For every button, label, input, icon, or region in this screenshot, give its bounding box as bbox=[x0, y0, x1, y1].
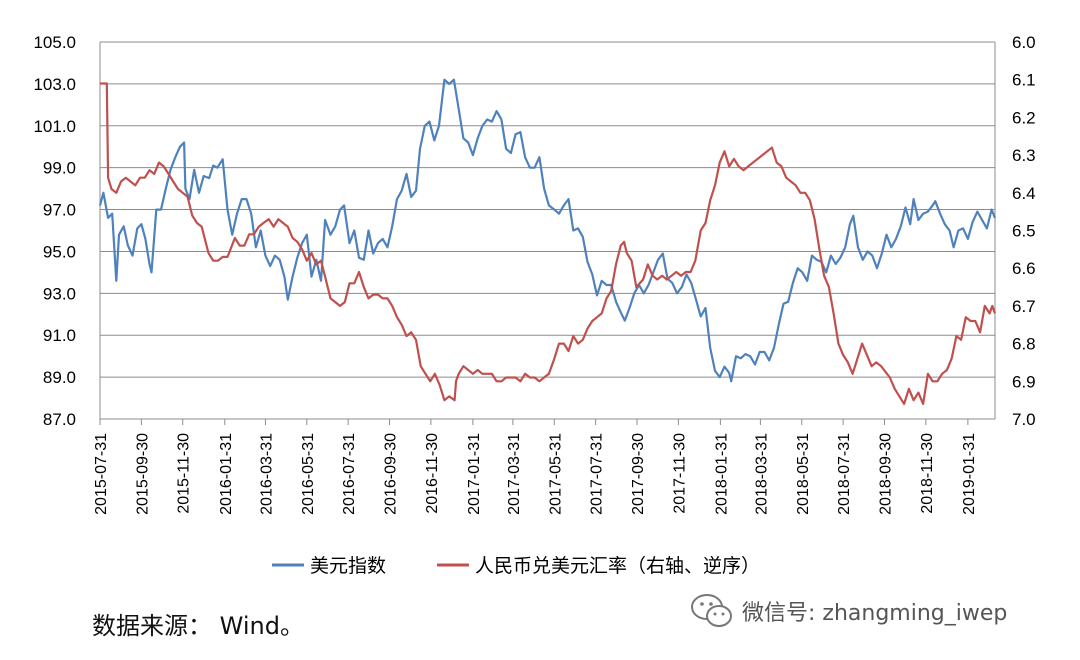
x-tick-label: 2018-09-30 bbox=[877, 433, 894, 515]
series-line-dollar-index bbox=[98, 78, 997, 383]
y-right-tick-label: 6.7 bbox=[1012, 297, 1036, 316]
x-tick-label: 2018-11-30 bbox=[919, 433, 936, 514]
y-left-tick-label: 97.0 bbox=[43, 201, 76, 220]
y-left-tick-label: 95.0 bbox=[43, 242, 76, 261]
x-tick-label: 2018-03-31 bbox=[753, 433, 770, 515]
y-right-tick-label: 6.2 bbox=[1012, 108, 1036, 127]
series-line-rmb-usd bbox=[100, 82, 997, 405]
x-tick-label: 2018-01-31 bbox=[713, 433, 730, 515]
y-left-tick-label: 101.0 bbox=[33, 117, 76, 136]
y-right-tick-label: 6.3 bbox=[1012, 146, 1036, 165]
source-note: 数据来源： Wind。 bbox=[92, 612, 304, 640]
chart-area: 87.0 89.0 91.0 93.0 95.0 97.0 99.0 101.0 103.0 10… bbox=[33, 33, 1036, 577]
legend-label: 人民币兑美元汇率（右轴、逆序） bbox=[475, 555, 760, 577]
x-tick-label: 2018-07-31 bbox=[836, 433, 853, 515]
x-axis: 2015-07-31 2015-09-30 2015-11-30 2016-01-31… bbox=[93, 419, 978, 515]
x-tick-label: 2017-05-31 bbox=[547, 433, 564, 515]
wechat-icon bbox=[691, 594, 732, 627]
x-tick-label: 2016-09-30 bbox=[383, 433, 400, 515]
x-tick-label: 2016-05-31 bbox=[300, 433, 317, 515]
x-tick-label: 2016-07-31 bbox=[341, 433, 358, 515]
x-tick-label: 2016-11-30 bbox=[424, 433, 441, 514]
watermark: 微信号: zhangming_iwep bbox=[690, 592, 1007, 630]
y-left-tick-label: 93.0 bbox=[43, 284, 76, 303]
y-right-tick-label: 6.9 bbox=[1012, 372, 1036, 391]
y-right-tick-label: 6.4 bbox=[1012, 184, 1036, 203]
x-tick-label: 2017-03-31 bbox=[506, 433, 523, 515]
x-tick-label: 2017-07-31 bbox=[589, 433, 606, 515]
y-right-tick-label: 6.5 bbox=[1012, 222, 1036, 241]
x-tick-label: 2017-01-31 bbox=[466, 433, 483, 515]
x-tick-label: 2016-03-31 bbox=[258, 433, 275, 515]
y-right-tick-label: 6.0 bbox=[1012, 33, 1036, 52]
legend-label: 美元指数 bbox=[310, 555, 386, 577]
x-tick-label: 2016-01-31 bbox=[218, 433, 235, 515]
watermark-text: 微信号: zhangming_iwep bbox=[742, 601, 1008, 626]
x-tick-label: 2015-07-31 bbox=[93, 433, 110, 515]
x-tick-label: 2015-11-30 bbox=[176, 433, 193, 514]
y-left-tick-label: 89.0 bbox=[43, 368, 76, 387]
y-left-tick-label: 87.0 bbox=[43, 410, 76, 429]
y-left-tick-label: 91.0 bbox=[43, 326, 76, 345]
y-left-tick-label: 103.0 bbox=[33, 75, 76, 94]
x-tick-label: 2018-05-31 bbox=[795, 433, 812, 515]
x-tick-label: 2015-09-30 bbox=[134, 433, 151, 515]
y-right-tick-label: 7.0 bbox=[1012, 410, 1036, 429]
y-axis-left: 87.0 89.0 91.0 93.0 95.0 97.0 99.0 101.0 103.0 10… bbox=[33, 33, 76, 429]
y-right-tick-label: 6.6 bbox=[1012, 259, 1036, 278]
x-tick-label: 2017-09-30 bbox=[630, 433, 647, 515]
y-left-tick-label: 99.0 bbox=[43, 159, 76, 178]
y-left-tick-label: 105.0 bbox=[33, 33, 76, 52]
plot-lines bbox=[98, 78, 997, 405]
x-tick-label: 2017-11-30 bbox=[671, 433, 688, 514]
y-axis-right: 6.0 6.1 6.2 6.3 6.4 6.5 6.6 6.7 6.8 6.9 7.0 bbox=[1012, 33, 1036, 429]
y-right-tick-label: 6.1 bbox=[1012, 71, 1036, 90]
y-right-tick-label: 6.8 bbox=[1012, 335, 1036, 354]
legend: 美元指数 人民币兑美元汇率（右轴、逆序） bbox=[272, 555, 760, 577]
x-tick-label: 2019-01-31 bbox=[961, 433, 978, 515]
